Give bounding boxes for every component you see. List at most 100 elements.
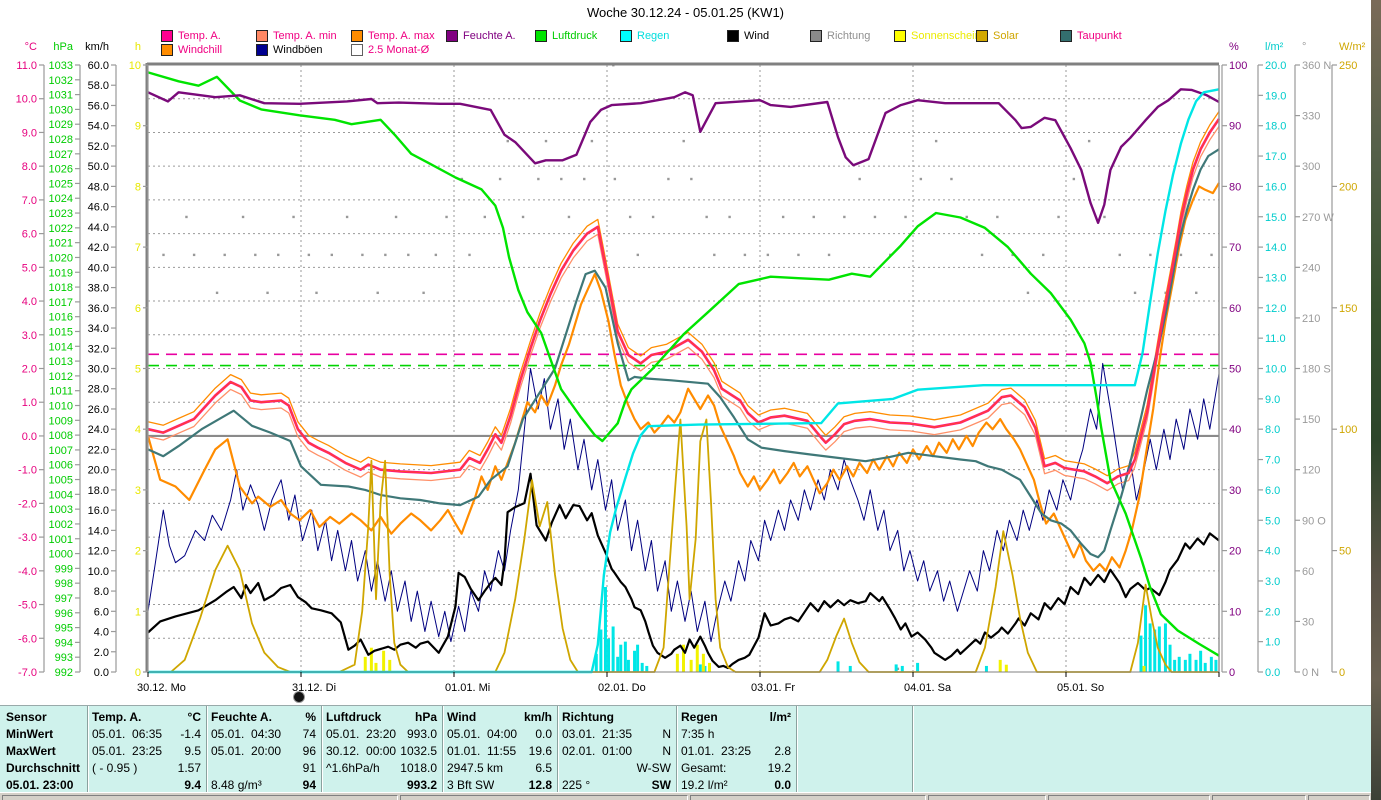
legend-label: Temp. A. max [368,30,435,42]
table-col-luftdruck: Luftdruck hPa 05.01. 23:20 993.0 30.12. 00:0… [322,706,443,793]
svg-text:40.0: 40.0 [88,262,109,274]
table-cell: Feuchte A. [211,710,272,724]
svg-text:4: 4 [135,424,141,436]
series-luftdruck [147,71,1220,657]
svg-text:250: 250 [1339,60,1357,72]
svg-text:7.0: 7.0 [1265,455,1280,467]
svg-text:1032: 1032 [49,75,73,87]
svg-text:1023: 1023 [49,208,73,220]
legend-swatch-regen [620,30,632,42]
desktop-wallpaper-strip [1371,0,1381,800]
legend-label: Luftdruck [552,30,598,42]
svg-text:150: 150 [1339,303,1357,315]
svg-text:24.0: 24.0 [88,424,109,436]
legend-label: Feuchte A. [463,30,516,42]
svg-text:2: 2 [135,546,141,558]
table-cell-value: 9.4 [184,778,201,792]
svg-text:1007: 1007 [49,445,73,457]
table-cell: 05.01. 04:00 [447,727,518,741]
svg-text:18.0: 18.0 [1265,121,1286,133]
legend-item-windboeen[interactable]: Windböen [256,44,323,56]
table-cell-value: 1.57 [177,761,201,775]
table-cell: 01.01. 23:25 [681,744,752,758]
svg-text:16.0: 16.0 [1265,181,1286,193]
svg-text:16.0: 16.0 [88,505,109,517]
series-rain-bars [594,587,1218,672]
legend-item-luftdruck[interactable]: Luftdruck [535,30,597,42]
svg-text:330: 330 [1302,111,1320,123]
svg-text:-5.0: -5.0 [18,600,37,612]
svg-text:°: ° [1302,41,1306,53]
svg-text:1006: 1006 [49,460,73,472]
svg-text:70: 70 [1229,242,1241,254]
svg-text:4.0: 4.0 [22,296,37,308]
svg-text:5.0: 5.0 [1265,515,1280,527]
svg-text:1009: 1009 [49,415,73,427]
svg-text:200: 200 [1339,181,1357,193]
legend-item-sonnenschein[interactable]: Sonnenschein [894,30,981,42]
svg-text:993: 993 [55,652,73,664]
series-temp-a-max [147,111,1220,477]
legend-item-temp-a-min[interactable]: Temp. A. min [256,30,337,42]
table-cell-value: N [662,727,671,741]
series-richtung [162,64,1213,671]
svg-text:18.0: 18.0 [88,485,109,497]
svg-text:1017: 1017 [49,297,73,309]
svg-text:10: 10 [1229,606,1241,618]
svg-text:32.0: 32.0 [88,343,109,355]
svg-text:1033: 1033 [49,60,73,72]
svg-text:1024: 1024 [49,193,73,205]
page-title: Woche 30.12.24 - 05.01.25 (KW1) [586,5,785,20]
svg-text:-6.0: -6.0 [18,633,37,645]
svg-text:3: 3 [135,485,141,497]
table-cell: Wind [447,710,477,724]
svg-text:6: 6 [135,303,141,315]
svg-text:50.0: 50.0 [88,161,109,173]
series-feuchte [147,88,1220,225]
svg-text:30.0: 30.0 [88,364,109,376]
table-cell-value: 12.8 [528,778,552,792]
status-bar [0,792,1371,800]
svg-text:1013: 1013 [49,356,73,368]
table-cell: 05.01. 23:00 [6,778,74,792]
table-cell: Richtung [562,710,614,724]
legend-swatch-solar [976,30,988,42]
table-cell: 02.01. 01:00 [562,744,633,758]
svg-text:30: 30 [1229,485,1241,497]
legend-item-solar[interactable]: Solar [976,30,1019,42]
legend-swatch-temp-a-min [256,30,268,42]
svg-text:50: 50 [1229,364,1241,376]
svg-text:2.0: 2.0 [22,364,37,376]
svg-text:0.0: 0.0 [22,431,37,443]
legend-item-regen[interactable]: Regen [620,30,669,42]
series-regen [148,88,1220,674]
svg-text:0.0: 0.0 [1265,667,1280,679]
table-cell-value: 6.5 [535,761,552,775]
svg-text:38.0: 38.0 [88,283,109,295]
table-cell: ^1.6hPa/h [326,761,380,775]
x-axis-label: 31.12. Di [292,682,336,694]
legend-item-feuchte-a[interactable]: Feuchte A. [446,30,516,42]
table-cell-value: km/h [523,710,552,724]
legend-item-richtung[interactable]: Richtung [810,30,870,42]
status-panel-1 [2,795,398,800]
svg-text:-7.0: -7.0 [18,667,37,679]
legend-item-taupunkt[interactable]: Taupunkt [1060,30,1122,42]
status-panel-4 [928,795,1046,800]
table-col-sensor: Sensor MinWert MaxWert Durchschnitt 05.01. 2… [2,706,88,793]
svg-text:80: 80 [1229,181,1241,193]
svg-text:180 S: 180 S [1302,364,1331,376]
table-cell-value: °C [187,710,201,724]
legend-item-monat-avg[interactable]: 2.5 Monat-Ø [351,44,429,56]
legend-item-temp-a[interactable]: Temp. A. [161,30,221,42]
legend-item-wind[interactable]: Wind [727,30,769,42]
legend-item-temp-a-max[interactable]: Temp. A. max [351,30,435,42]
svg-text:0: 0 [1339,667,1345,679]
svg-text:7: 7 [135,242,141,254]
table-cell: 19.2 l/m² [681,778,728,792]
legend-item-windchill[interactable]: Windchill [161,44,222,56]
series-solar [148,418,1219,673]
